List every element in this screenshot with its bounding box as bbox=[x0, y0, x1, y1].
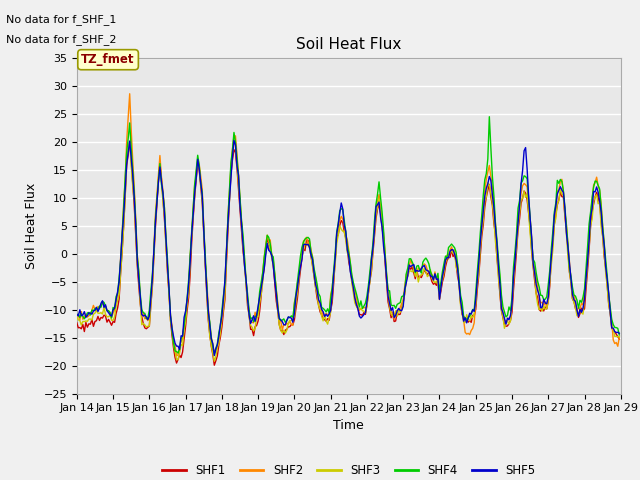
Text: No data for f_SHF_1: No data for f_SHF_1 bbox=[6, 14, 116, 25]
Legend: SHF1, SHF2, SHF3, SHF4, SHF5: SHF1, SHF2, SHF3, SHF4, SHF5 bbox=[157, 459, 540, 480]
Title: Soil Heat Flux: Soil Heat Flux bbox=[296, 37, 401, 52]
Text: TZ_fmet: TZ_fmet bbox=[81, 53, 135, 66]
Text: No data for f_SHF_2: No data for f_SHF_2 bbox=[6, 34, 117, 45]
Y-axis label: Soil Heat Flux: Soil Heat Flux bbox=[25, 182, 38, 269]
X-axis label: Time: Time bbox=[333, 419, 364, 432]
